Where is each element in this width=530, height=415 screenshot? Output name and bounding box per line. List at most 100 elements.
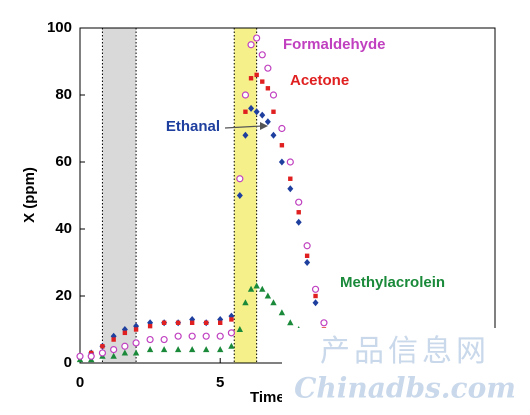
data-point <box>243 109 248 114</box>
data-point <box>288 176 293 181</box>
y-tick-label: 40 <box>55 220 72 237</box>
data-point <box>286 158 294 166</box>
data-point <box>253 34 261 42</box>
data-point <box>271 109 276 114</box>
data-point <box>160 335 168 344</box>
data-point <box>132 349 140 356</box>
data-point <box>110 352 117 359</box>
y-axis-label: X (ppm) <box>21 167 38 223</box>
data-point <box>98 349 107 357</box>
data-point <box>313 293 318 299</box>
data-point <box>264 292 272 299</box>
data-point <box>247 41 255 49</box>
series-label: Methylacrolein <box>340 274 445 291</box>
data-point <box>188 346 196 353</box>
data-point <box>304 259 311 266</box>
data-point <box>236 175 244 183</box>
data-point <box>132 339 140 347</box>
data-point <box>264 64 272 72</box>
data-point <box>259 111 266 119</box>
data-point <box>146 335 154 344</box>
data-point <box>175 320 181 325</box>
series-label: Ethanal <box>166 118 220 135</box>
data-point <box>87 352 95 360</box>
data-point <box>227 329 236 337</box>
y-tick-label: 80 <box>55 86 72 103</box>
data-point <box>100 344 105 349</box>
data-point <box>254 72 259 78</box>
x-tick-label: 0 <box>76 374 84 391</box>
data-point <box>203 320 209 325</box>
data-point <box>269 91 278 99</box>
data-point <box>236 192 243 199</box>
data-point <box>278 309 286 316</box>
data-point <box>121 342 129 350</box>
series-label: Formaldehyde <box>283 36 386 53</box>
data-point <box>189 320 195 325</box>
data-point <box>264 118 271 126</box>
data-point <box>146 346 154 353</box>
data-point <box>133 327 139 332</box>
x-tick-label: 5 <box>216 374 224 391</box>
plot-frame <box>79 27 496 364</box>
data-point <box>242 299 249 306</box>
data-point <box>188 332 196 340</box>
data-point <box>259 285 266 292</box>
data-point <box>229 317 234 322</box>
data-point <box>260 79 265 84</box>
data-point <box>202 332 210 340</box>
data-point <box>121 349 129 356</box>
data-point <box>287 319 294 326</box>
annotation-arrowhead <box>260 122 268 130</box>
data-point <box>76 352 84 360</box>
data-point <box>253 282 260 289</box>
data-point <box>296 210 301 215</box>
data-point <box>236 326 244 332</box>
data-point <box>311 285 320 293</box>
data-point <box>304 253 310 258</box>
data-point <box>242 131 249 139</box>
data-point <box>161 320 167 325</box>
y-tick-label: 60 <box>55 153 72 170</box>
data-point <box>287 185 294 193</box>
data-point <box>312 299 319 307</box>
data-point <box>216 332 224 340</box>
data-point <box>278 124 286 133</box>
data-point <box>228 342 235 349</box>
watermark-box <box>282 328 530 410</box>
data-point <box>147 323 153 329</box>
data-point <box>295 198 303 206</box>
data-point <box>241 91 250 99</box>
watermark: 产品信息网 <box>320 334 490 369</box>
data-point <box>320 319 328 327</box>
y-tick-label: 100 <box>47 19 72 36</box>
y-tick-label: 0 <box>64 354 72 371</box>
x-axis-label: Time <box>250 389 285 406</box>
data-point <box>122 330 128 336</box>
data-point <box>270 299 277 306</box>
data-point <box>217 346 224 353</box>
data-point <box>248 104 255 112</box>
data-point <box>265 86 271 91</box>
y-tick-label: 20 <box>55 287 72 304</box>
data-point <box>295 218 302 226</box>
data-point <box>248 76 254 81</box>
data-point <box>218 320 223 325</box>
data-point <box>202 346 210 353</box>
data-point <box>110 346 118 354</box>
data-point <box>279 143 285 148</box>
data-point <box>247 285 255 292</box>
data-point <box>160 346 168 353</box>
data-point <box>258 51 266 59</box>
data-point <box>270 131 277 139</box>
data-point <box>253 108 260 116</box>
data-point <box>174 346 182 353</box>
data-point <box>111 337 116 342</box>
data-point <box>278 158 285 166</box>
annotation-arrow <box>224 125 263 129</box>
series-label: Acetone <box>290 72 349 89</box>
data-point <box>303 242 311 250</box>
watermark: Chinadbs.com <box>294 372 516 405</box>
